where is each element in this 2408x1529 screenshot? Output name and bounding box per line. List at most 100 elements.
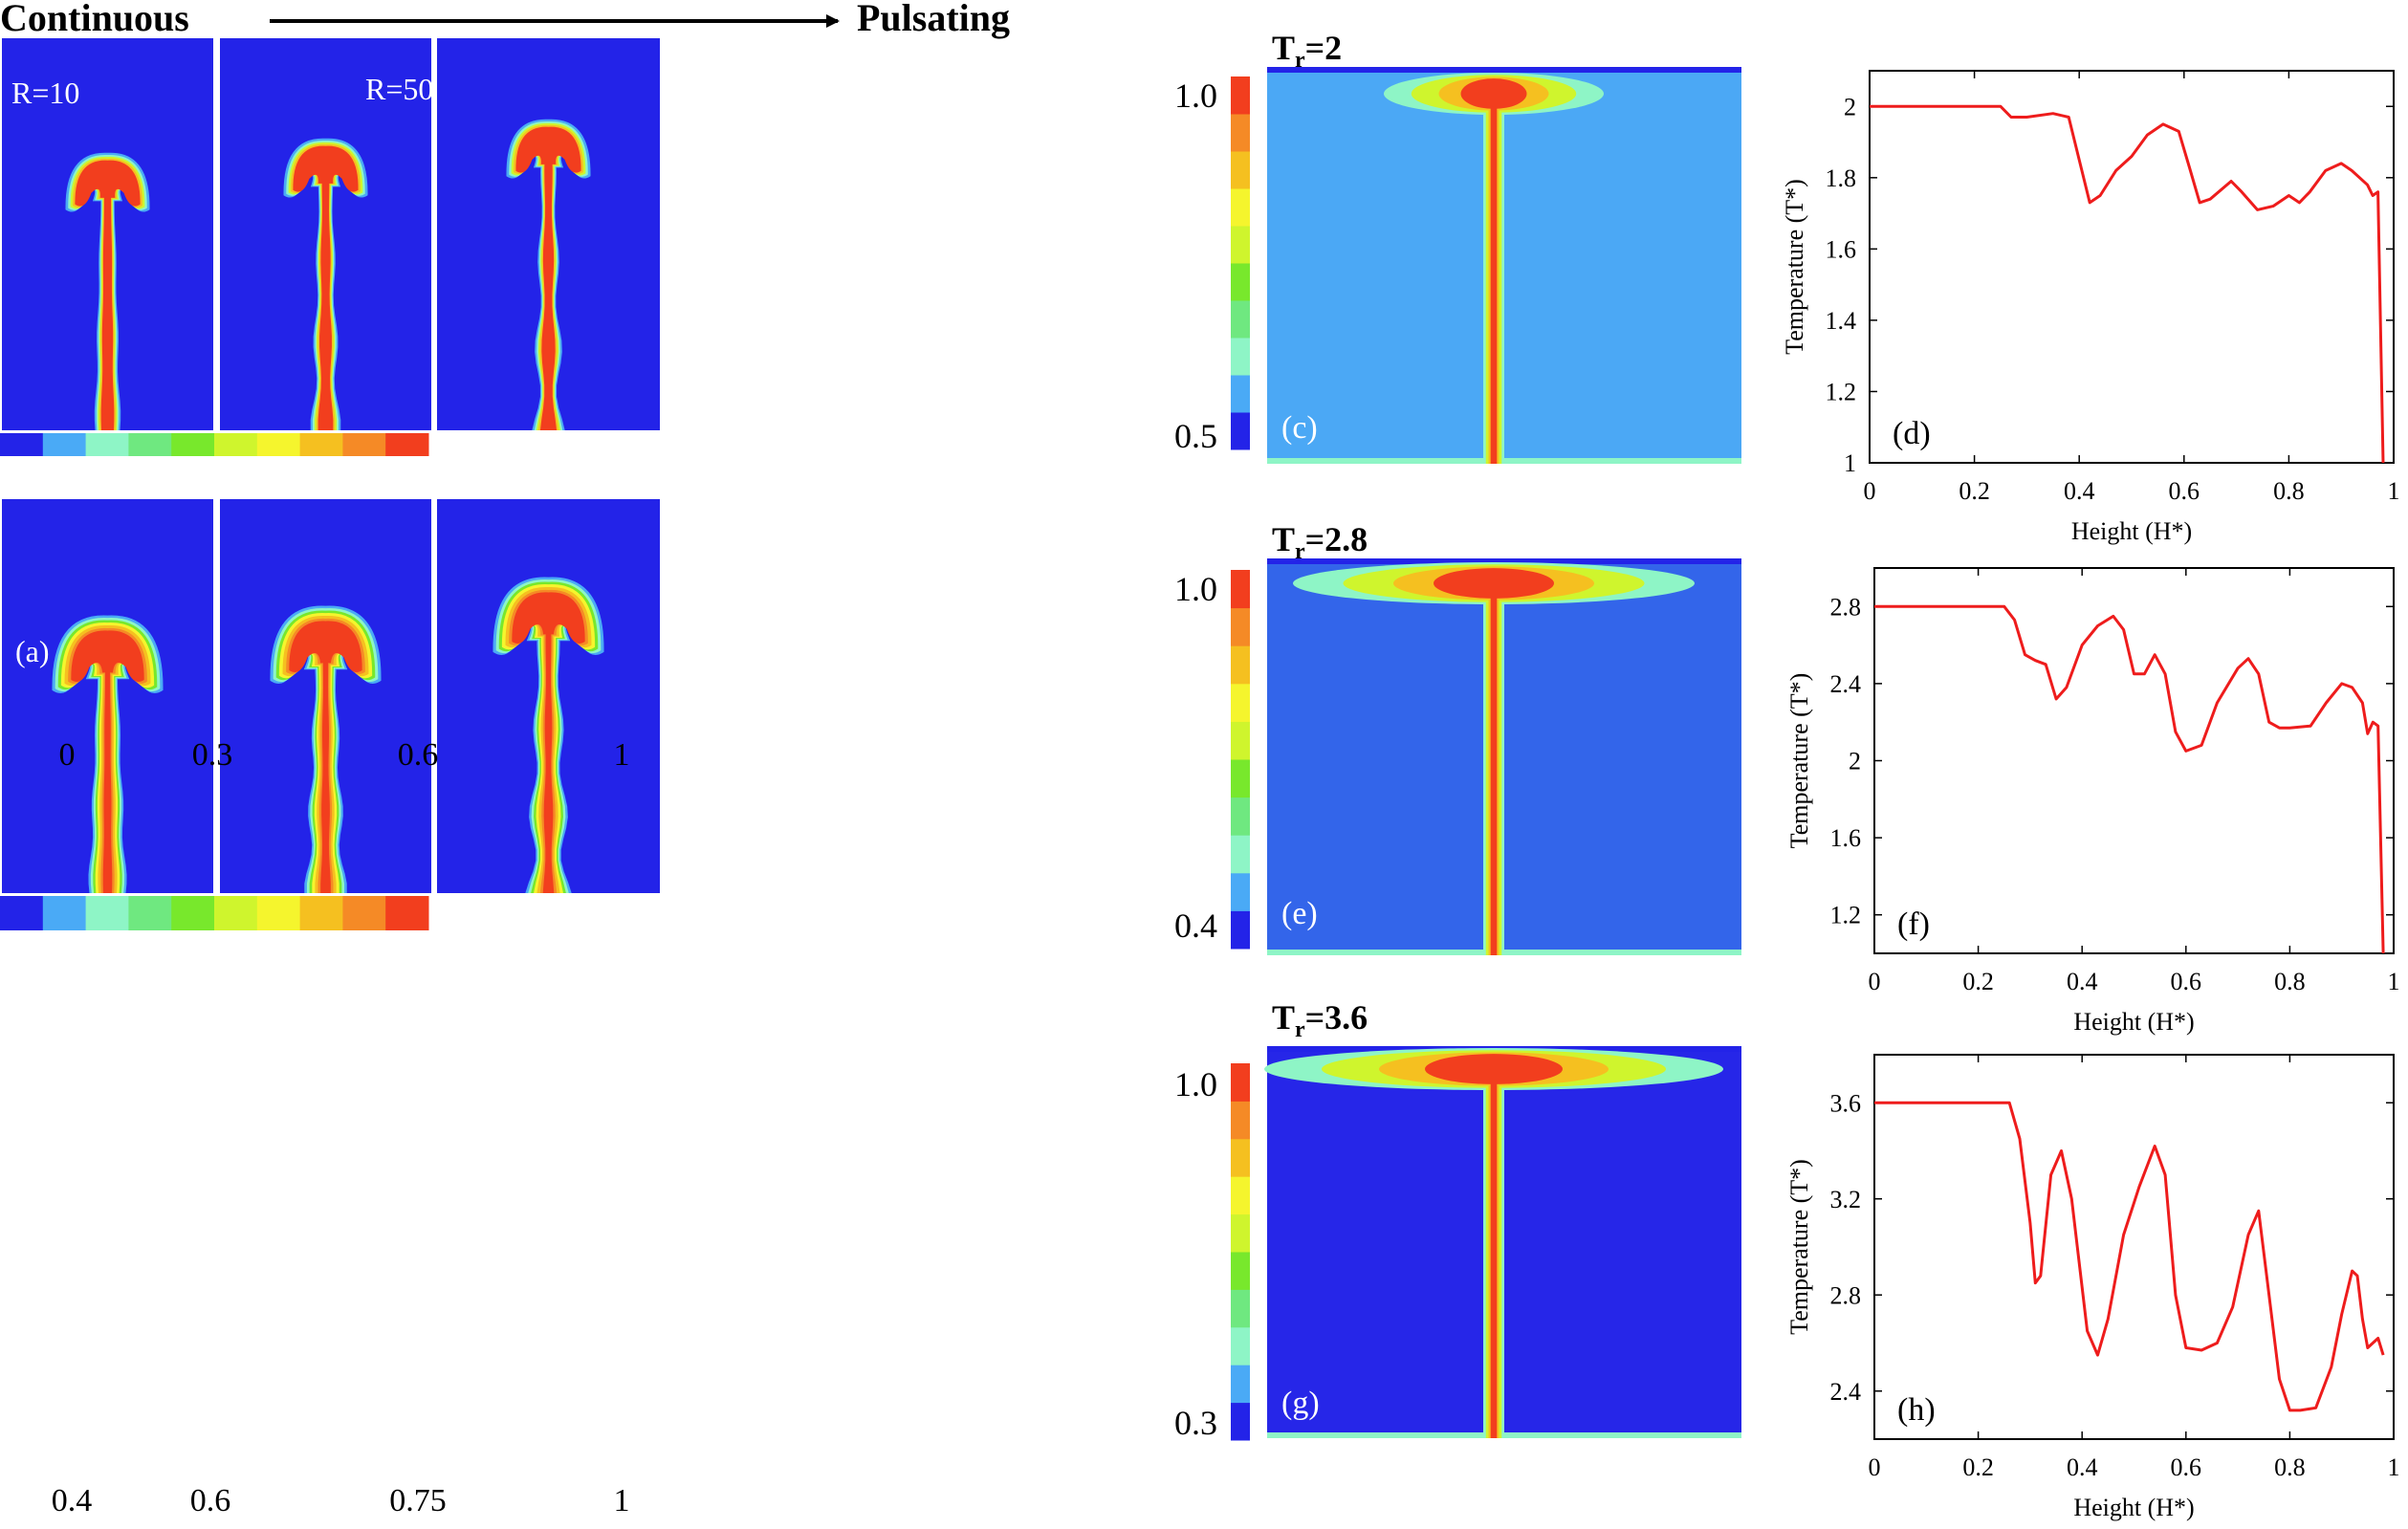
colorbar-b-tick-2: 0.75 [389,1483,447,1518]
colorbar-a-tick-3: 1 [614,737,630,773]
colorbar-b-swatch-9 [385,896,429,930]
contour-cb-swatch-2-8 [1231,1101,1250,1140]
contour-cb-swatch-2-6 [1231,1176,1250,1215]
contour-cb-swatch-1-9 [1231,570,1250,609]
row-b-stem-layer-1-6 [320,657,331,893]
line-chart-0: 0 0.2 0.4 0.6 0.8 1 1 1.2 1.4 1.6 1.8 2 Height (H*) T… [1781,70,2400,545]
y-tick-label-0-4: 1.8 [1826,164,1857,192]
series-line-2-0 [1874,1101,2385,1412]
x-tick-label-1-4: 0.8 [2274,968,2306,995]
colorbar-a-swatch-2 [85,433,129,456]
colorbar-b-swatch-8 [342,896,386,930]
letter-b: (b) [15,1387,51,1422]
y-tick-label-1-2: 2 [1849,748,1861,775]
contour-cb-swatch-0-1 [1231,375,1250,413]
colorbar-a-swatch-3 [128,433,172,456]
contour-stem-0-3 [1490,94,1498,464]
row-a-cap-layer-2-4 [515,126,581,173]
contour-cb-swatch-1-5 [1231,721,1250,760]
x-tick-label-0-1: 0.2 [1959,477,1990,505]
x-tick-label-0-0: 0 [1864,477,1876,505]
row-a-panel-2 [437,38,660,431]
contour-cb-swatch-0-4 [1231,263,1250,301]
x-tick-label-2-2: 0.4 [2067,1453,2098,1481]
contour-cb-swatch-0-0 [1231,412,1250,450]
letter-g: (g) [1281,1386,1320,1421]
contour-panel-2 [1231,1046,1741,1441]
letter-a: (a) [15,634,50,668]
letter-e: (e) [1281,896,1318,931]
row-b-panel-0 [2,499,213,893]
row-a-cap-layer-0-4 [75,160,141,207]
colorbar-b-tick-3: 1 [614,1483,630,1518]
series-line-0-0 [1870,104,2385,464]
chart-letter-0: (d) [1893,416,1931,451]
row-b-cap-layer-2-6 [512,592,585,644]
contour-cb-swatch-1-7 [1231,645,1250,685]
contour-cb-swatch-1-1 [1231,872,1250,911]
colorbar-b-swatch-5 [214,896,258,930]
row-b-cap-layer-0-6 [71,630,144,683]
y-tick-label-2-2: 3.2 [1830,1186,1862,1213]
x-tick-label-1-5: 1 [2388,968,2400,995]
y-tick-label-2-1: 2.8 [1830,1281,1862,1309]
colorbar-b-swatch-7 [299,896,343,930]
title-tr-3-6: Tr=3.6 [1272,998,1368,1042]
contour-cb-swatch-1-8 [1231,607,1250,646]
colorbar-b-swatch-3 [128,896,172,930]
colorbar-b-swatch-4 [171,896,215,930]
contour-cb-swatch-1-4 [1231,759,1250,798]
colorbar-a-swatch-9 [385,433,429,456]
colorbar-a-swatch-5 [214,433,258,456]
y-axis-label-0: Temperature (T*) [1781,179,1808,355]
x-axis-label-1: Height (H*) [2073,1008,2194,1036]
colorbar-a-tick-2: 0.6 [398,737,439,773]
x-axis-label-0: Height (H*) [2071,517,2192,545]
y-tick-label-0-5: 2 [1844,93,1856,120]
x-tick-label-2-3: 0.6 [2171,1453,2202,1481]
label-r10: R=10 [11,76,79,110]
colorbar-b-tick-1: 0.6 [190,1483,231,1518]
contour-cb-swatch-1-3 [1231,797,1250,836]
contour-cb-swatch-2-5 [1231,1213,1250,1253]
contour-panel-1 [1231,558,1741,955]
x-tick-label-1-0: 0 [1869,968,1881,995]
x-tick-label-2-5: 1 [2388,1453,2400,1481]
contour-cb-swatch-2-2 [1231,1326,1250,1365]
colorbar-a-swatch-8 [342,433,386,456]
colorbar-a-tick-0: 0 [59,737,76,773]
cb-c-bottom: 0.5 [1174,417,1217,455]
colorbar-b-swatch-1 [42,896,87,930]
colorbar-a-tick-1: 0.3 [192,737,233,773]
row-b-stem-layer-2-6 [542,628,555,893]
colorbar-a-swatch-6 [256,433,301,456]
colorbar-b [0,896,429,930]
y-tick-label-1-1: 1.6 [1830,824,1862,852]
colorbar-b-tick-0: 0.4 [52,1483,93,1518]
contour-cb-swatch-2-4 [1231,1252,1250,1290]
cb-e-bottom: 0.4 [1174,906,1217,945]
row-b-panel-1 [220,499,431,893]
contour-cb-swatch-0-9 [1231,76,1250,115]
y-tick-label-1-3: 2.4 [1830,670,1862,698]
colorbar-b-swatch-6 [256,896,301,930]
row-a-panel-1 [220,38,431,431]
contour-cb-swatch-2-7 [1231,1138,1250,1177]
x-tick-label-2-1: 0.2 [1962,1453,1994,1481]
contour-cb-swatch-1-2 [1231,835,1250,874]
cb-g-bottom: 0.3 [1174,1404,1217,1442]
x-tick-label-0-3: 0.6 [2169,477,2200,505]
chart-frame-1 [1873,567,2395,954]
row-b-panel-2 [437,499,660,893]
contour-topband-0 [1267,67,1741,73]
header-continuous: Continuous [0,0,189,39]
row-a-stem-layer-0-4 [100,192,115,430]
title-tr-2: Tr=2 [1272,29,1342,73]
y-tick-label-2-3: 3.6 [1830,1089,1862,1117]
contour-cb-swatch-0-6 [1231,188,1250,227]
x-tick-label-1-2: 0.4 [2067,968,2098,995]
line-chart-2: 0 0.2 0.4 0.6 0.8 1 2.4 2.8 3.2 3.6 Height (H*) Tem… [1785,1054,2400,1521]
x-tick-label-0-4: 0.8 [2273,477,2305,505]
header-pulsating: Pulsating [857,0,1010,39]
